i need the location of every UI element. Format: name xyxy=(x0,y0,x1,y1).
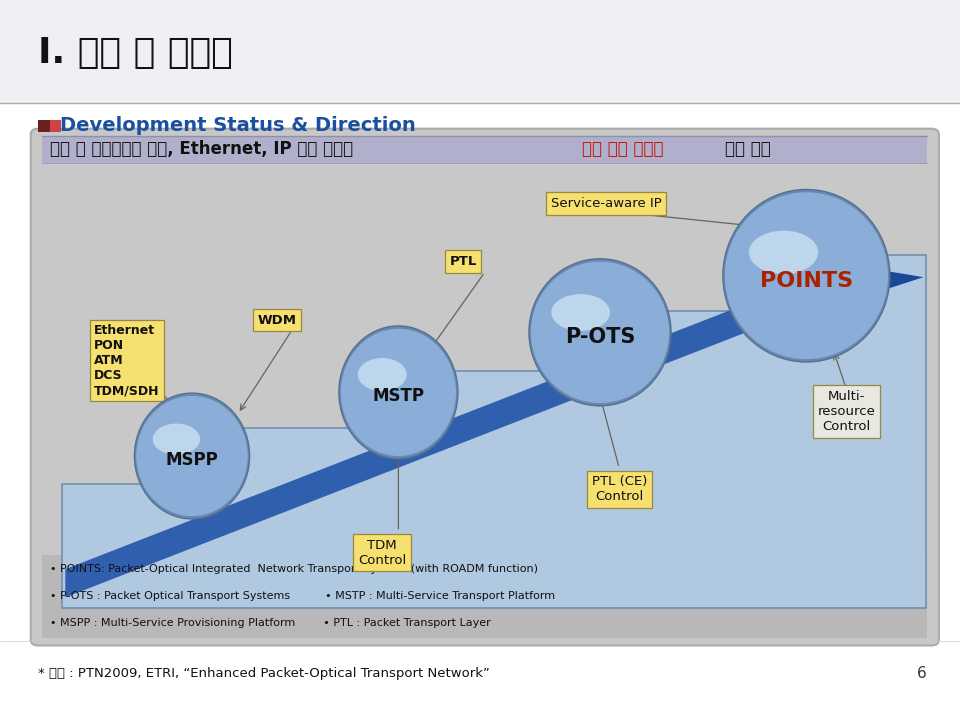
Text: MSPP: MSPP xyxy=(166,450,218,469)
Text: • POINTS: Packet-Optical Integrated  Network Transport Systems(with ROADM functi: • POINTS: Packet-Optical Integrated Netw… xyxy=(50,564,538,574)
Ellipse shape xyxy=(134,393,250,519)
Polygon shape xyxy=(764,251,924,329)
Text: 단일 통합 시스템: 단일 통합 시스템 xyxy=(582,140,663,158)
Ellipse shape xyxy=(153,423,200,455)
Text: Ethernet
PON
ATM
DCS
TDM/SDH: Ethernet PON ATM DCS TDM/SDH xyxy=(94,324,159,397)
Ellipse shape xyxy=(529,259,671,406)
FancyBboxPatch shape xyxy=(42,555,927,638)
Text: 기능 별 시스템에서 전송, Ethernet, IP 등이 결합된: 기능 별 시스템에서 전송, Ethernet, IP 등이 결합된 xyxy=(50,140,359,158)
Polygon shape xyxy=(62,255,926,608)
Text: POINTS: POINTS xyxy=(759,271,853,291)
Text: TDM
Control: TDM Control xyxy=(358,539,406,567)
Ellipse shape xyxy=(725,192,888,359)
Text: Multi-
resource
Control: Multi- resource Control xyxy=(818,390,876,433)
Ellipse shape xyxy=(749,230,818,274)
FancyBboxPatch shape xyxy=(42,136,927,163)
Ellipse shape xyxy=(136,396,248,516)
Text: Development Status & Direction: Development Status & Direction xyxy=(60,117,416,135)
Ellipse shape xyxy=(339,326,458,459)
Ellipse shape xyxy=(358,358,407,391)
FancyBboxPatch shape xyxy=(0,0,960,103)
FancyBboxPatch shape xyxy=(50,120,61,132)
Text: • MSPP : Multi-Service Provisioning Platform        • PTL : Packet Transport Lay: • MSPP : Multi-Service Provisioning Plat… xyxy=(50,618,491,628)
FancyBboxPatch shape xyxy=(31,129,939,645)
Text: * 출처 : PTN2009, ETRI, “Enhanced Packet-Optical Transport Network”: * 출처 : PTN2009, ETRI, “Enhanced Packet-O… xyxy=(38,667,491,679)
Text: PTL (CE)
Control: PTL (CE) Control xyxy=(591,475,647,503)
Text: WDM: WDM xyxy=(257,314,297,327)
FancyBboxPatch shape xyxy=(38,120,50,132)
Text: MSTP: MSTP xyxy=(372,387,424,405)
Text: 6: 6 xyxy=(917,665,926,681)
Text: • P-OTS : Packet Optical Transport Systems          • MSTP : Multi-Service Trans: • P-OTS : Packet Optical Transport Syste… xyxy=(50,591,555,601)
Ellipse shape xyxy=(531,262,669,403)
Text: I. 배경 및 필요성: I. 배경 및 필요성 xyxy=(38,36,233,70)
Text: 으로 발전: 으로 발전 xyxy=(725,140,771,158)
Text: P-OTS: P-OTS xyxy=(564,327,636,346)
Ellipse shape xyxy=(551,294,610,331)
Text: PTL: PTL xyxy=(449,255,477,268)
Ellipse shape xyxy=(341,329,456,456)
Ellipse shape xyxy=(723,189,890,362)
Polygon shape xyxy=(65,296,768,597)
Text: Service-aware IP: Service-aware IP xyxy=(551,197,661,210)
